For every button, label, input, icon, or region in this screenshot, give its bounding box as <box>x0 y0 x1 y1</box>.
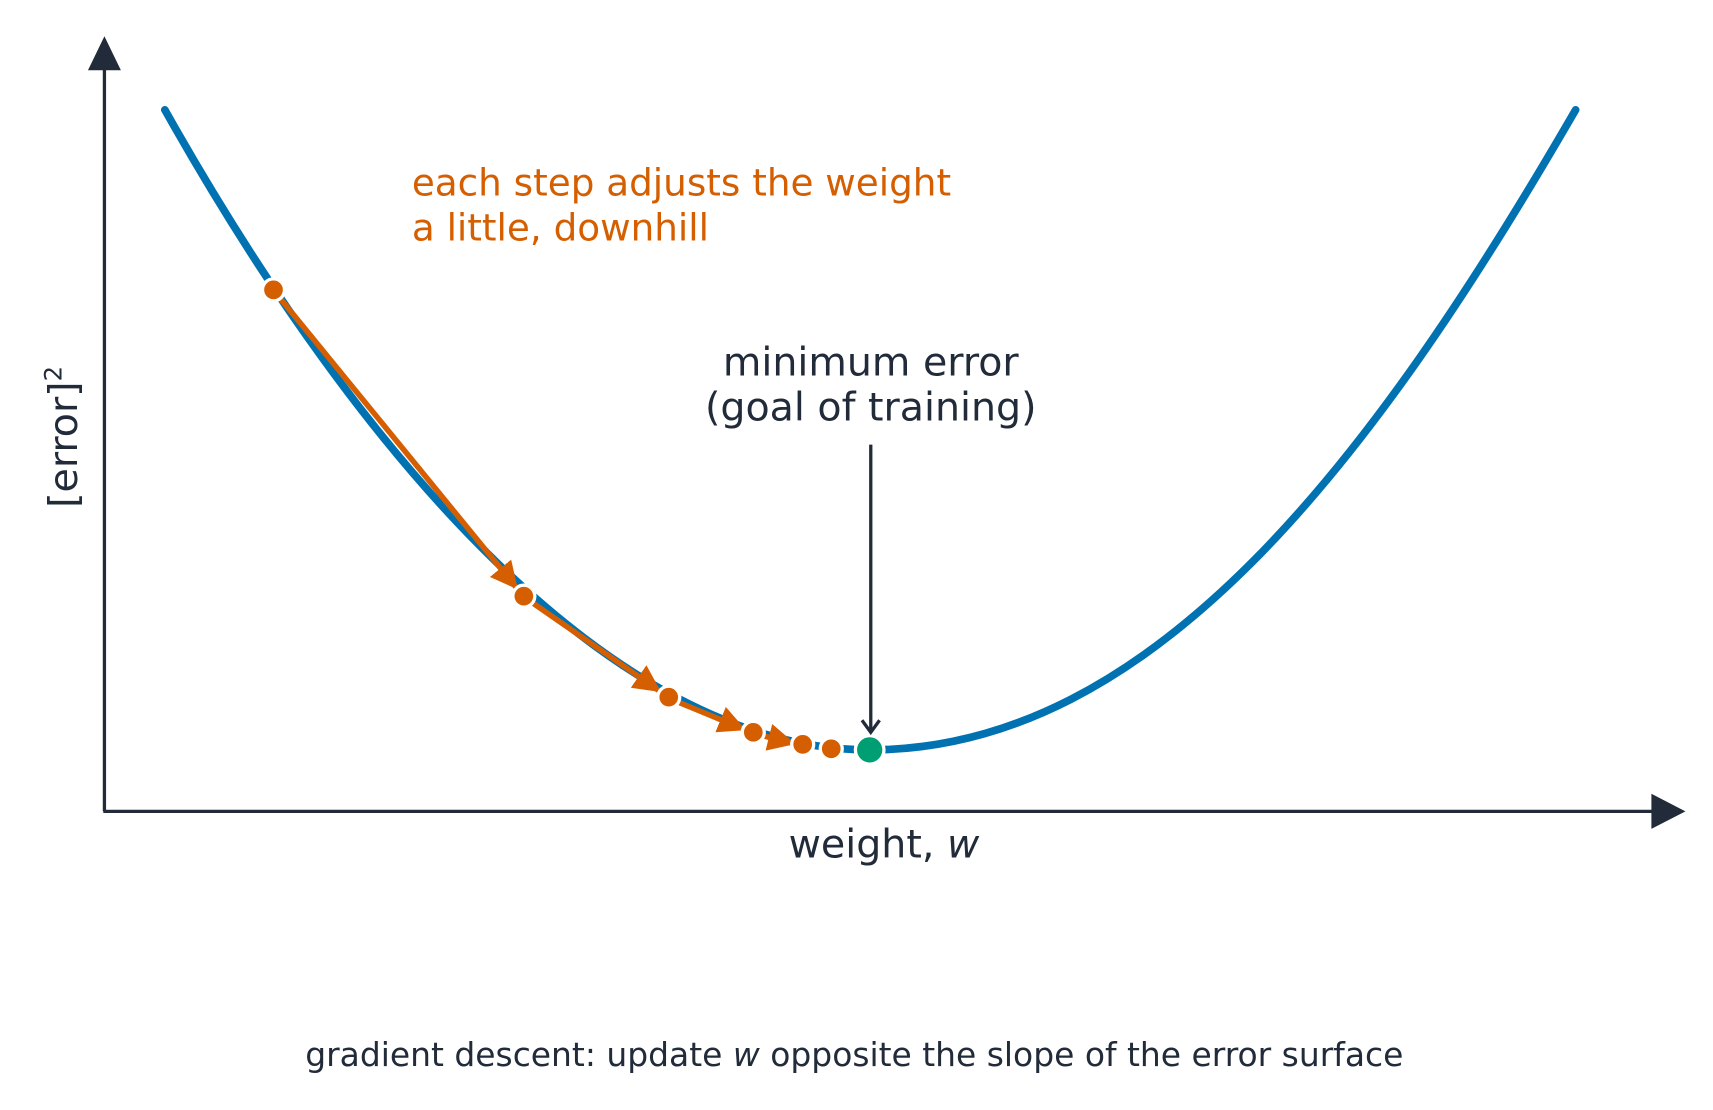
step-arrow <box>673 697 746 733</box>
caption-text: gradient descent: update <box>305 1035 733 1074</box>
minimum-label: (goal of training) <box>705 385 1037 431</box>
y-axis-label: [error]2 <box>40 366 87 508</box>
step-point <box>818 736 844 762</box>
caption-text: opposite the slope of the error surface <box>760 1035 1404 1074</box>
step-arrow <box>274 292 519 590</box>
annotation-line: each step adjusts the weight <box>412 160 951 204</box>
y-axis-arrowhead <box>87 36 121 71</box>
descent-steps <box>274 292 796 751</box>
minimum-label: minimum error <box>723 339 1020 385</box>
x-axis-arrowhead <box>1651 793 1686 829</box>
y-axis-label-text: [error] <box>41 381 87 508</box>
step-points <box>260 277 844 762</box>
x-axis-label: weight, w <box>789 821 980 867</box>
caption: gradient descent: update w opposite the … <box>305 1035 1403 1074</box>
step-point <box>511 583 537 609</box>
step-point <box>656 684 682 710</box>
caption-variable: w <box>733 1035 760 1074</box>
step-point <box>740 719 766 745</box>
pointer-head <box>860 719 881 736</box>
x-axis-label-text: weight, <box>789 821 947 867</box>
step-arrow <box>527 598 662 693</box>
x-axis-variable: w <box>947 821 980 867</box>
y-axis-label-superscript: 2 <box>40 366 68 381</box>
step-point <box>790 731 816 758</box>
annotation-line: a little, downhill <box>412 205 709 249</box>
minimum-point <box>853 733 886 766</box>
step-point <box>260 277 287 303</box>
